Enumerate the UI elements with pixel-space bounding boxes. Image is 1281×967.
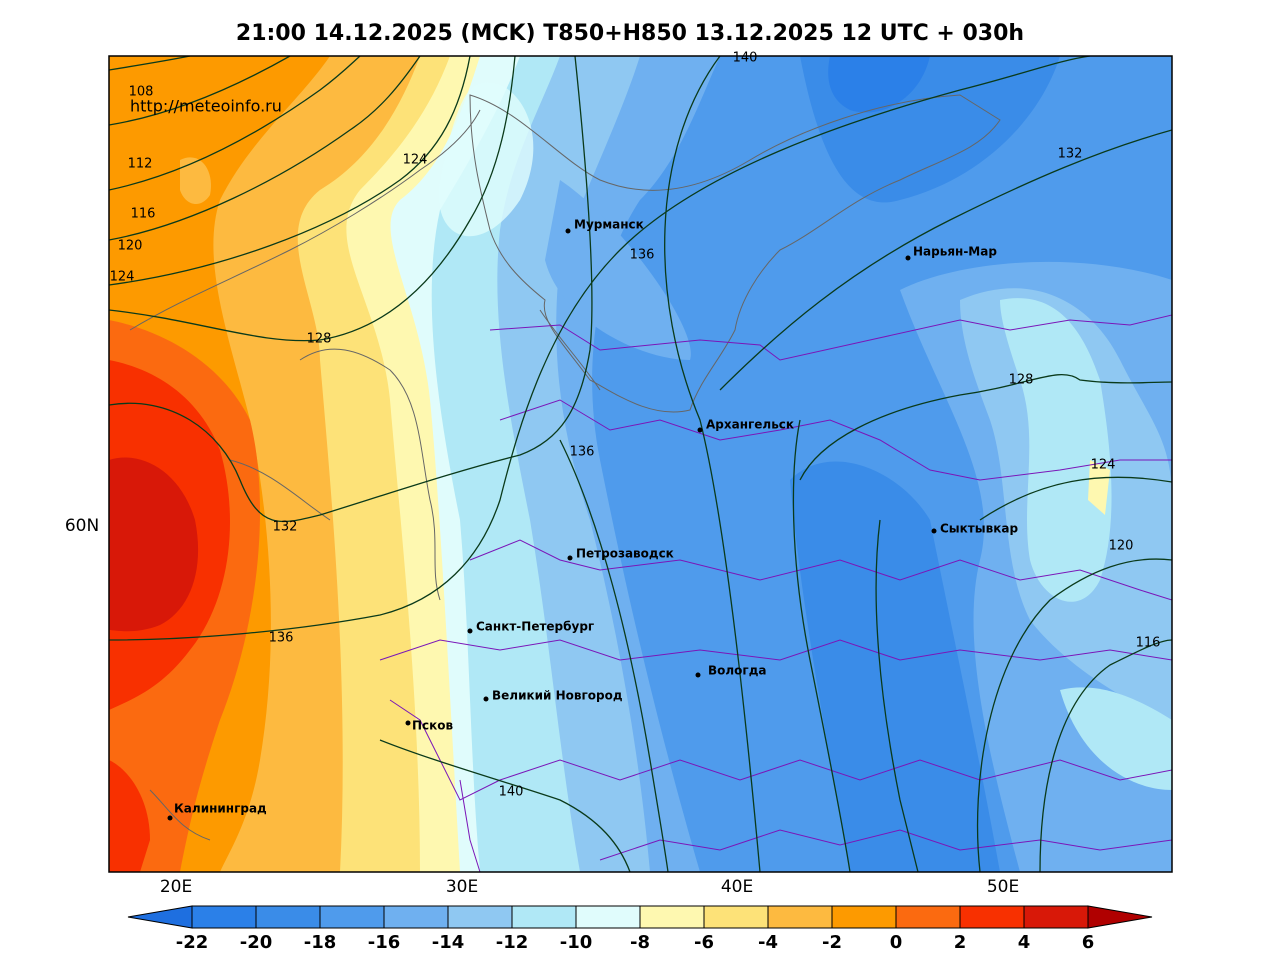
contour-label: 132 (1058, 147, 1083, 162)
contour-label: 136 (269, 631, 294, 646)
contour-label: 136 (630, 248, 655, 263)
colorbar-segment (895, 905, 961, 929)
lon-label: 40E (721, 877, 753, 897)
contour-label: 120 (118, 239, 143, 254)
colorbar-segment (1023, 905, 1089, 929)
colorbar-segment (511, 905, 577, 929)
colorbar-tick-label: -6 (694, 932, 714, 953)
contour-label: 140 (499, 785, 524, 800)
contour-label: 112 (128, 157, 153, 172)
colorbar-tick-label: -10 (560, 932, 593, 953)
colorbar-segment (383, 905, 449, 929)
lon-label: 50E (987, 877, 1019, 897)
colorbar-tick-label: 6 (1082, 932, 1095, 953)
colorbar-segment (191, 905, 257, 929)
colorbar-tick-label: -2 (822, 932, 842, 953)
colorbar-tick-label: -8 (630, 932, 650, 953)
colorbar-segment (831, 905, 897, 929)
lon-label: 30E (446, 877, 478, 897)
colorbar-segment (639, 905, 705, 929)
contour-label: 124 (403, 153, 428, 168)
contour-label: 136 (570, 445, 595, 460)
city-label: Нарьян-Мар (913, 245, 997, 259)
colorbar-tick-label: -16 (368, 932, 401, 953)
source-url: http://meteoinfo.ru (130, 97, 282, 116)
contour-label: 124 (1091, 458, 1116, 473)
lat-label: 60N (65, 516, 99, 536)
city-label: Санкт-Петербург (476, 620, 594, 634)
contour-label: 132 (273, 520, 298, 535)
colorbar-tick-label: 0 (890, 932, 903, 953)
contour-label: 128 (1009, 373, 1034, 388)
colorbar-tick-label: -14 (432, 932, 465, 953)
city-label: Великий Новгород (492, 689, 623, 703)
city-label: Калининград (174, 802, 267, 816)
colorbar-under (127, 905, 193, 929)
city-label: Петрозаводск (576, 547, 674, 561)
colorbar-tick-label: -12 (496, 932, 529, 953)
colorbar-tick-label: -18 (304, 932, 337, 953)
colorbar-segment (255, 905, 321, 929)
contour-label: 116 (131, 207, 156, 222)
colorbar-tick-label: -4 (758, 932, 778, 953)
lon-label: 20E (160, 877, 192, 897)
colorbar-tick-label: -22 (176, 932, 209, 953)
city-label: Сыктывкар (940, 522, 1018, 536)
city-label: Архангельск (706, 418, 794, 432)
colorbar-segment (767, 905, 833, 929)
contour-labels: 108 112 116 120 124 124 128 132 136 140 … (110, 51, 1161, 800)
city-label: Псков (412, 719, 454, 733)
temperature-field (109, 56, 1172, 872)
cities: Мурманск Нарьян-Мар Архангельск Сыктывка… (167, 218, 1018, 821)
map-title: 21:00 14.12.2025 (MCK) T850+H850 13.12.2… (236, 21, 1024, 46)
colorbar-tick-label: -20 (240, 932, 273, 953)
contour-label: 128 (307, 332, 332, 347)
colorbar-over (1087, 905, 1153, 929)
contour-label: 140 (733, 51, 758, 66)
colorbar-segment (959, 905, 1025, 929)
contour-label: 120 (1109, 539, 1134, 554)
colorbar-segment (319, 905, 385, 929)
colorbar: -22 -20 -18 -16 -14 -12 -10 -8 -6 -4 -2 0 2 4 6 (127, 905, 1153, 953)
colorbar-tick-label: 4 (1018, 932, 1031, 953)
city-label: Мурманск (574, 218, 644, 232)
colorbar-segment (447, 905, 513, 929)
colorbar-segment (575, 905, 641, 929)
contour-label: 116 (1136, 636, 1161, 651)
contour-label: 124 (110, 270, 135, 285)
colorbar-tick-label: 2 (954, 932, 967, 953)
contour-label: 108 (129, 85, 154, 100)
map-frame (108, 55, 1173, 873)
city-label: Вологда (708, 664, 766, 678)
colorbar-segment (703, 905, 769, 929)
